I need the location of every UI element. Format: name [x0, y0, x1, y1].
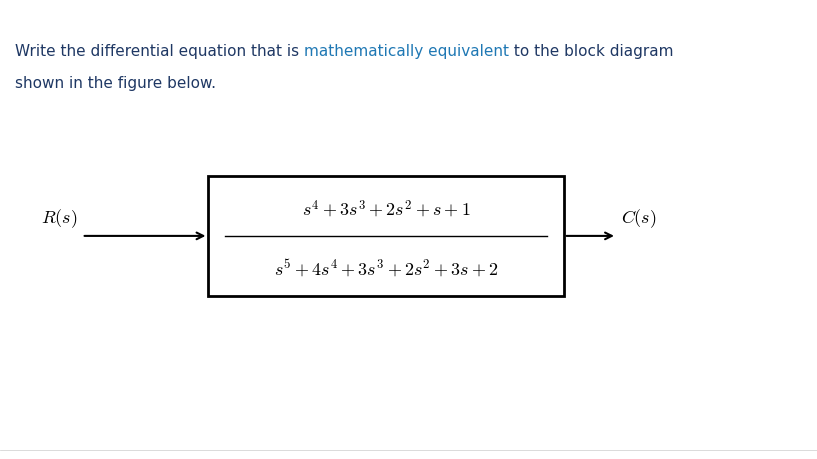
Text: to the block diagram: to the block diagram: [509, 44, 673, 59]
Text: mathematically equivalent: mathematically equivalent: [304, 44, 509, 59]
Bar: [208, 177, 564, 296]
Text: $R(s)$: $R(s)$: [41, 207, 78, 230]
Text: $s^5 + 4s^4 + 3s^3 + 2s^2 + 3s + 2$: $s^5 + 4s^4 + 3s^3 + 2s^2 + 3s + 2$: [274, 258, 498, 279]
Text: $s^4 + 3s^3 + 2s^2 + s + 1$: $s^4 + 3s^3 + 2s^2 + s + 1$: [301, 198, 471, 219]
Text: $C(s)$: $C(s)$: [621, 207, 657, 230]
Text: Write the differential equation that is: Write the differential equation that is: [15, 44, 304, 59]
Text: shown in the figure below.: shown in the figure below.: [15, 76, 216, 91]
